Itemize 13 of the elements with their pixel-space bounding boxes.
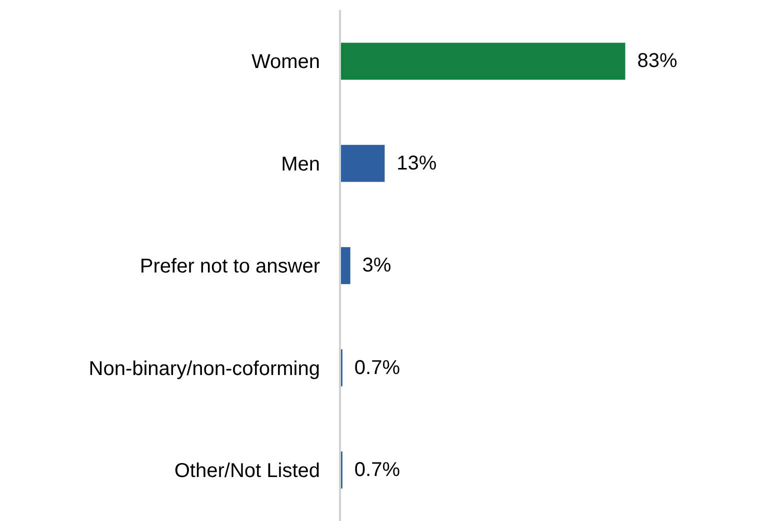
y-tick-label: Other/Not Listed (174, 460, 320, 482)
data-label: 83% (637, 50, 678, 72)
y-tick-label: Prefer not to answer (140, 256, 320, 278)
y-tick-label: Non-binary/non-coforming (88, 358, 320, 380)
data-label: 13% (396, 152, 437, 174)
bar (340, 144, 385, 182)
bar (340, 247, 350, 284)
data-label: 3% (362, 254, 392, 277)
bar (340, 42, 626, 80)
y-tick-label: Women (251, 51, 320, 74)
y-tick-label: Men (281, 153, 320, 176)
data-label: 0.7% (354, 356, 400, 379)
data-label: 0.7% (354, 459, 400, 482)
